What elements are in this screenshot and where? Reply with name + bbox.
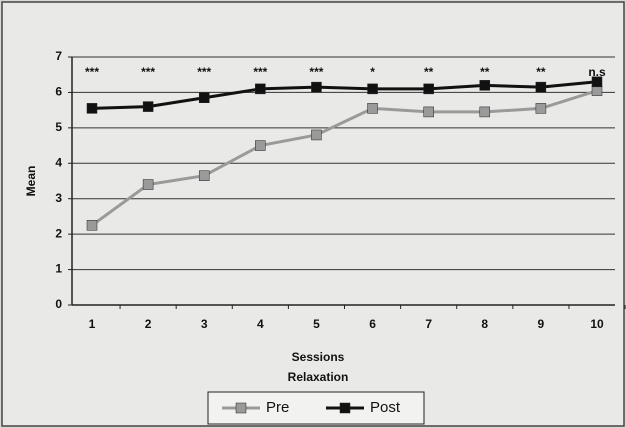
marker xyxy=(86,220,98,231)
marker xyxy=(311,129,322,141)
marker xyxy=(367,83,378,95)
legend-marker xyxy=(235,402,247,414)
marker xyxy=(311,81,322,93)
x-tick-label: 2 xyxy=(145,317,152,331)
y-tick-label: 6 xyxy=(55,85,62,99)
series-line xyxy=(91,80,598,110)
marker xyxy=(423,106,434,118)
marker xyxy=(142,101,154,112)
x-axis-label: Sessions xyxy=(292,350,345,364)
y-axis-label: Mean xyxy=(24,166,38,197)
marker xyxy=(591,85,603,96)
annotation: *** xyxy=(253,65,267,79)
annotation: ** xyxy=(424,65,434,79)
legend-label: Pre xyxy=(266,399,289,416)
x-axis-sublabel: Relaxation xyxy=(288,370,349,384)
marker xyxy=(535,103,547,114)
y-tick-label: 0 xyxy=(55,297,62,311)
marker xyxy=(142,179,154,190)
x-tick-label: 4 xyxy=(257,317,264,331)
marker xyxy=(198,92,210,103)
annotation: ** xyxy=(480,65,490,79)
annotation: *** xyxy=(197,65,211,79)
y-tick-label: 7 xyxy=(55,49,62,63)
annotation: n.s xyxy=(588,65,606,79)
y-tick-label: 2 xyxy=(55,226,62,240)
marker xyxy=(535,81,547,93)
x-tick-label: 7 xyxy=(425,317,432,331)
annotation: *** xyxy=(85,65,99,79)
marker xyxy=(255,140,266,151)
y-tick-label: 4 xyxy=(55,155,62,169)
x-tick-label: 1 xyxy=(89,317,96,331)
x-tick-label: 6 xyxy=(369,317,376,331)
annotation: * xyxy=(370,65,375,79)
y-tick-label: 1 xyxy=(55,262,62,276)
x-tick-label: 5 xyxy=(313,317,320,331)
marker xyxy=(423,83,434,95)
annotation: ** xyxy=(536,65,546,79)
y-tick-label: 3 xyxy=(55,191,62,205)
legend-marker xyxy=(339,402,351,414)
marker xyxy=(591,76,603,88)
x-tick-label: 8 xyxy=(481,317,488,331)
marker xyxy=(479,80,491,91)
marker xyxy=(86,103,98,114)
x-tick-label: 3 xyxy=(201,317,208,331)
annotation: *** xyxy=(141,65,155,79)
y-tick-label: 5 xyxy=(55,120,62,134)
legend-label: Post xyxy=(370,399,401,416)
series-line xyxy=(91,89,598,227)
marker xyxy=(479,106,491,118)
x-tick-label: 9 xyxy=(538,317,545,331)
marker xyxy=(367,103,378,114)
marker xyxy=(255,83,266,95)
marker xyxy=(198,170,210,181)
annotation: *** xyxy=(309,65,323,79)
x-tick-label: 10 xyxy=(590,317,604,331)
